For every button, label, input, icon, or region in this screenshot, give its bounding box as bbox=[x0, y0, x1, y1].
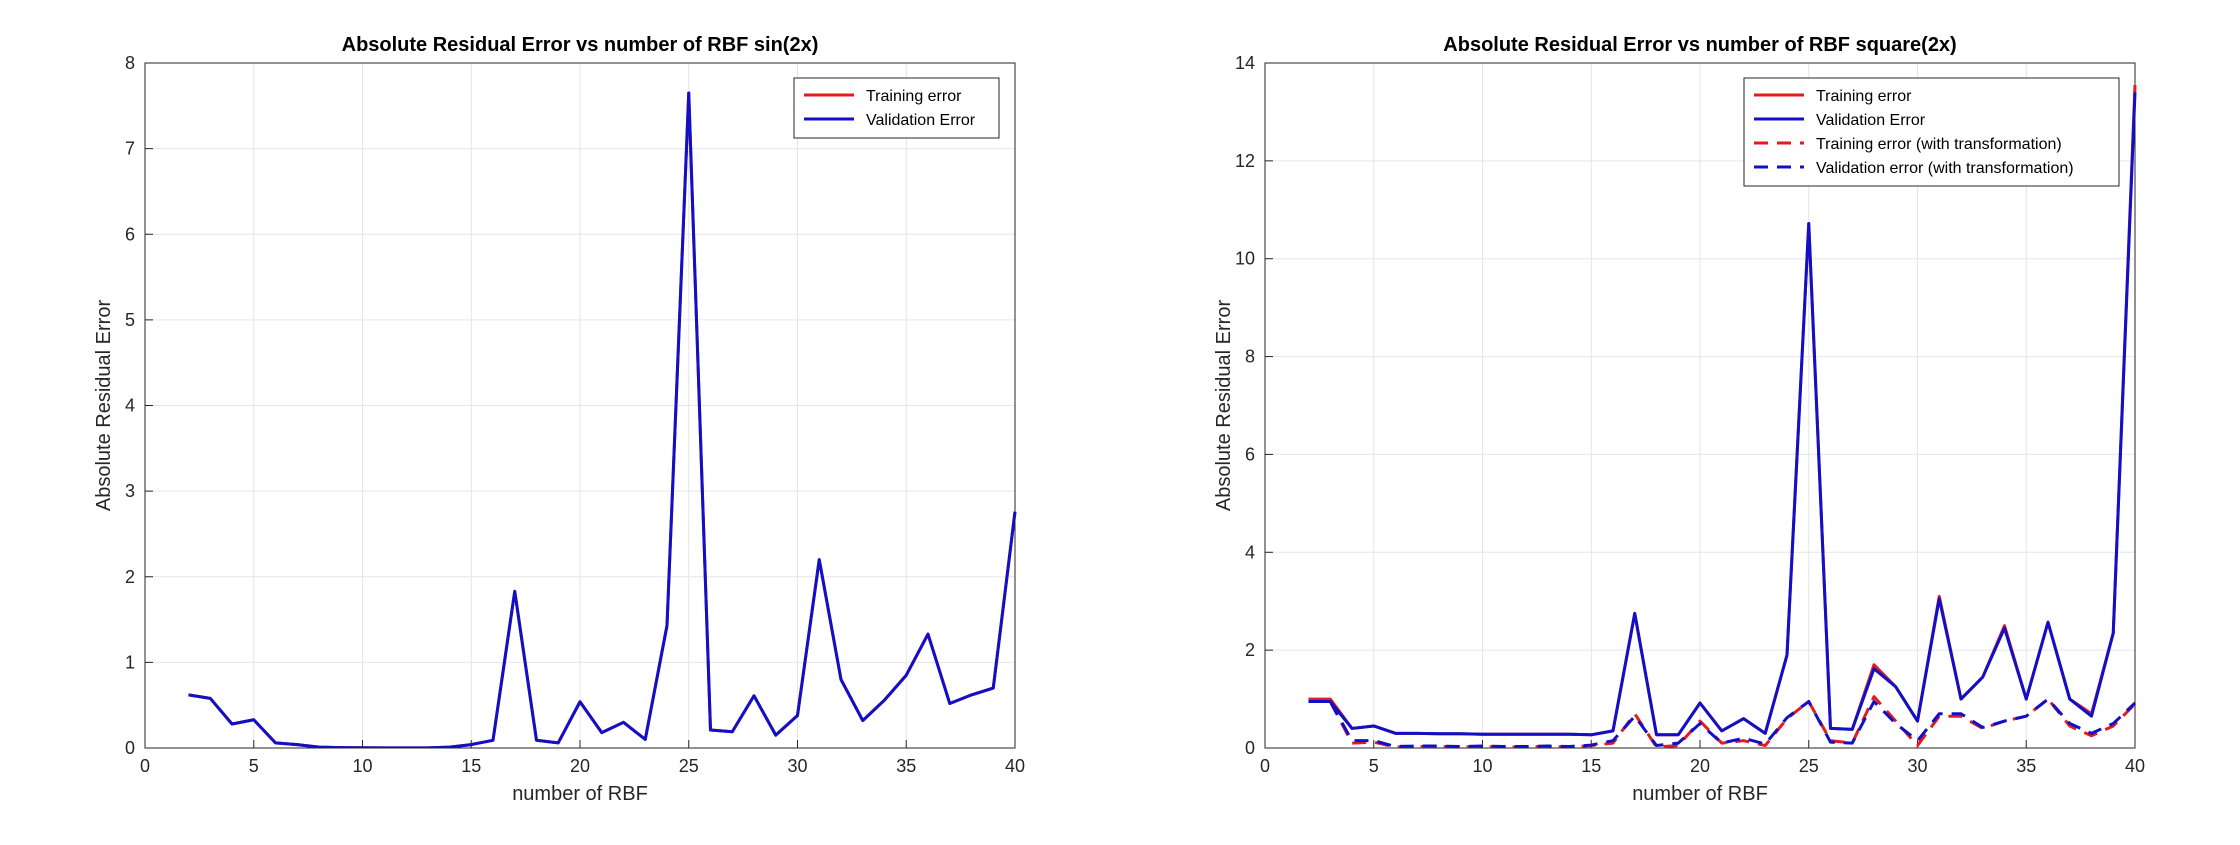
x-tick-label: 0 bbox=[1260, 756, 1270, 776]
x-tick-label: 5 bbox=[1369, 756, 1379, 776]
legend-box bbox=[793, 77, 1000, 139]
x-axis-label: number of RBF bbox=[512, 783, 648, 805]
y-axis-label: Absolute Residual Error bbox=[93, 300, 115, 512]
y-tick-label: 14 bbox=[1235, 53, 1255, 73]
y-tick-label: 10 bbox=[1235, 249, 1255, 269]
y-tick-label: 0 bbox=[1245, 738, 1255, 758]
y-tick-label: 2 bbox=[125, 567, 135, 587]
x-tick-label: 20 bbox=[1690, 756, 1710, 776]
legend-entry: Validation Error bbox=[866, 112, 976, 129]
series-line-4 bbox=[1308, 697, 2137, 748]
y-tick-label: 6 bbox=[125, 224, 135, 244]
x-tick-label: 40 bbox=[2125, 756, 2145, 776]
y-tick-label: 3 bbox=[125, 481, 135, 501]
y-tick-label: 4 bbox=[1245, 542, 1255, 562]
x-tick-label: 20 bbox=[570, 756, 590, 776]
chart-panel-2: 0 5 10 15 20 25 30 35 40 0 2 4 6 8 10 12 14 Absolute Resi… bbox=[1213, 34, 2145, 805]
y-tick-label: 0 bbox=[125, 738, 135, 758]
chart-panel-1: 0 5 10 15 20 25 30 35 40 0 1 2 3 4 5 6 7 8 Absolute Residu… bbox=[93, 34, 1025, 805]
x-tick-label: 30 bbox=[787, 756, 807, 776]
chart-title: Absolute Residual Error vs number of RBF… bbox=[342, 34, 819, 56]
x-tick-label: 15 bbox=[1581, 756, 1601, 776]
y-tick-label: 1 bbox=[125, 652, 135, 672]
x-tick-label: 25 bbox=[1799, 756, 1819, 776]
legend: Training error Validation Error bbox=[793, 77, 1000, 139]
legend: Training error Validation Error Training e… bbox=[1743, 77, 2120, 187]
y-tick-label: 8 bbox=[1245, 347, 1255, 367]
y-tick-label: 4 bbox=[125, 396, 135, 416]
x-tick-label: 15 bbox=[461, 756, 481, 776]
legend-entry: Validation error (with transformation) bbox=[1816, 160, 2074, 177]
x-tick-label: 35 bbox=[2016, 756, 2036, 776]
x-tick-label: 40 bbox=[1005, 756, 1025, 776]
y-tick-label: 8 bbox=[125, 53, 135, 73]
x-tick-label: 0 bbox=[140, 756, 150, 776]
x-tick-label: 25 bbox=[679, 756, 699, 776]
y-tick-label: 2 bbox=[1245, 640, 1255, 660]
series-line-2 bbox=[1308, 92, 2137, 737]
y-tick-label: 6 bbox=[1245, 444, 1255, 464]
legend-box bbox=[1743, 77, 2120, 187]
x-tick-label: 35 bbox=[896, 756, 916, 776]
series-line-2 bbox=[188, 91, 1017, 748]
x-tick-label: 5 bbox=[249, 756, 259, 776]
y-tick-label: 5 bbox=[125, 310, 135, 330]
x-tick-label: 30 bbox=[1907, 756, 1927, 776]
y-tick-label: 7 bbox=[125, 139, 135, 159]
y-axis-label: Absolute Residual Error bbox=[1213, 300, 1235, 512]
legend-entry: Training error bbox=[866, 88, 962, 105]
chart-title: Absolute Residual Error vs number of RBF… bbox=[1443, 34, 1956, 56]
legend-entry: Training error (with transformation) bbox=[1816, 136, 2062, 153]
x-tick-label: 10 bbox=[352, 756, 372, 776]
legend-entry: Validation Error bbox=[1816, 112, 1926, 129]
x-axis-label: number of RBF bbox=[1632, 783, 1768, 805]
x-tick-label: 10 bbox=[1472, 756, 1492, 776]
legend-entry: Training error bbox=[1816, 88, 1912, 105]
y-tick-label: 12 bbox=[1235, 151, 1255, 171]
